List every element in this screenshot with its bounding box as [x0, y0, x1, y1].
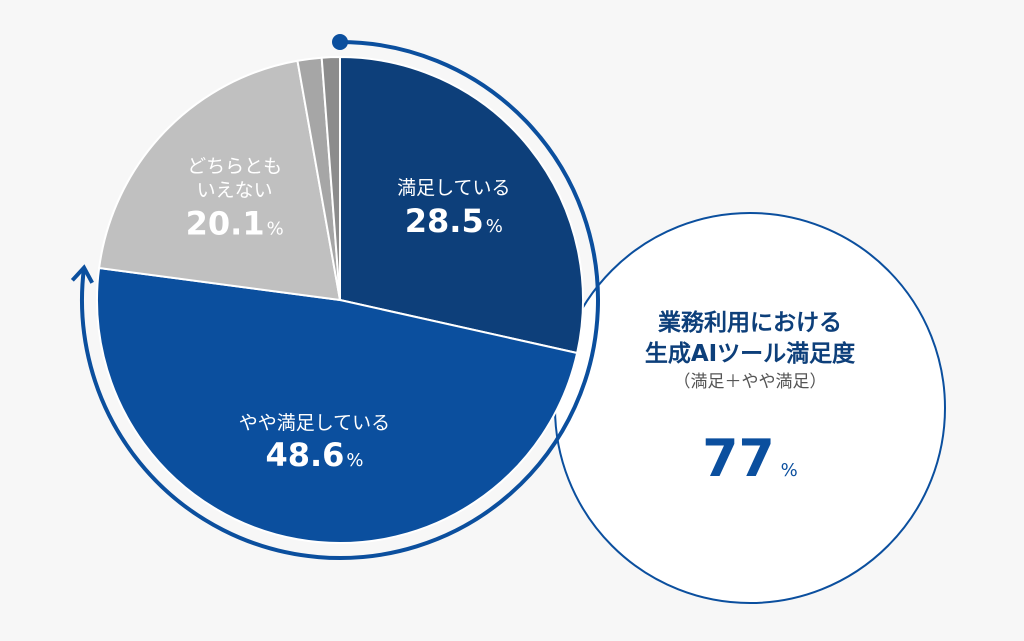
slice-label: どちらとも いえない 20.1%	[186, 155, 284, 243]
summary-arc	[80, 40, 600, 560]
summary-unit: %	[780, 460, 798, 482]
value-label: 48.6%	[239, 435, 390, 475]
value-unit: %	[266, 217, 284, 239]
value-number: 48.6	[265, 436, 345, 475]
summary-text: 業務利用における 生成AIツール満足度 （満足＋やや満足） 77%	[645, 308, 855, 492]
category-label: やや満足している	[238, 411, 391, 434]
summary-title: 業務利用における 生成AIツール満足度	[644, 309, 856, 367]
value-unit: %	[346, 450, 364, 472]
value-number: 20.1	[185, 203, 265, 242]
arc-arrowhead	[70, 264, 94, 284]
value-label: 20.1%	[186, 203, 284, 243]
pie-slice	[97, 59, 342, 302]
pie-slice	[339, 55, 584, 355]
slice-label: 満足している 28.5%	[397, 177, 510, 241]
slice-label: やや満足している 48.6%	[239, 412, 390, 476]
summary-value: 77%	[645, 427, 855, 492]
value-label: 28.5%	[397, 201, 510, 241]
pie-slice	[96, 266, 579, 544]
arc-start-dot	[332, 34, 348, 50]
value-number: 28.5	[404, 201, 484, 240]
category-label: どちらとも いえない	[187, 155, 283, 202]
category-label: 満足している	[397, 176, 511, 199]
summary-subtitle: （満足＋やや満足）	[673, 371, 827, 392]
value-unit: %	[485, 215, 503, 237]
summary-number: 77	[702, 429, 775, 490]
pie-slice	[320, 55, 341, 301]
